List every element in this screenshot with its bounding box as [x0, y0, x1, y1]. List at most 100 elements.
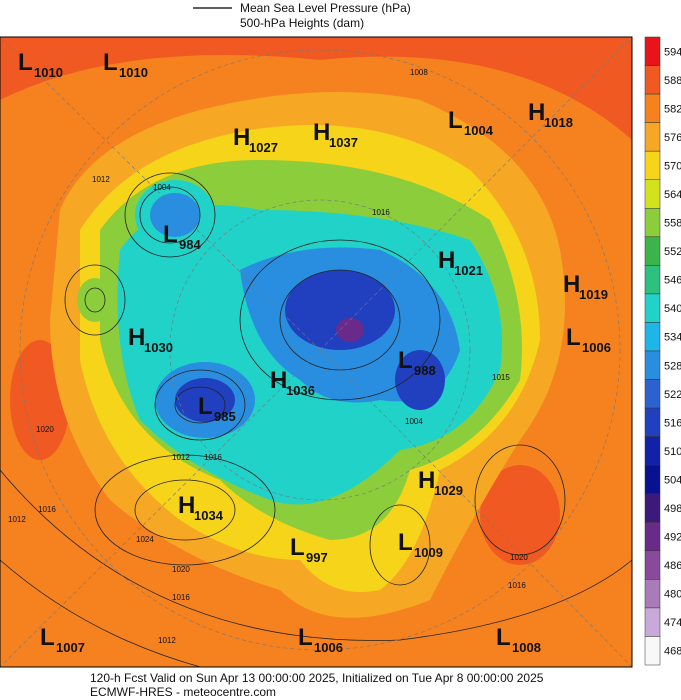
- colorbar-swatch: [644, 93, 661, 123]
- colorbar-label: 546: [664, 275, 681, 287]
- colorbar-label: 594: [664, 46, 681, 58]
- center-letter: H: [128, 324, 145, 351]
- center-letter: H: [178, 492, 195, 519]
- center-letter: H: [313, 119, 330, 146]
- contour-labels: 1008 1012 1004 1016 1015 1004 1012 1016 1020 1016…: [8, 68, 528, 645]
- colorbar: 594 588 582 576 570 564 558 552 546 540 534 528 522 5…: [644, 36, 681, 666]
- center-letter: L: [298, 624, 313, 651]
- colorbar-label: 492: [664, 532, 681, 544]
- colorbar-label: 558: [664, 218, 681, 230]
- colorbar-label: 516: [664, 417, 681, 429]
- contour-label: 1016: [204, 453, 222, 462]
- center-letter: L: [448, 107, 463, 134]
- colorbar-label: 540: [664, 303, 681, 315]
- colorbar-swatch: [644, 179, 661, 209]
- height-field: [0, 37, 632, 667]
- center-letter: H: [563, 271, 580, 298]
- colorbar-swatch: [644, 436, 661, 466]
- center-value: 1036: [286, 383, 315, 398]
- center-value: 1010: [34, 65, 63, 80]
- center-letter: L: [163, 221, 178, 248]
- colorbar-swatch: [644, 265, 661, 295]
- center-value: 1029: [434, 483, 463, 498]
- contour-label: 1020: [510, 553, 528, 562]
- colorbar-label: 498: [664, 503, 681, 515]
- contour-label: 1012: [158, 636, 176, 645]
- center-value: 985: [214, 409, 236, 424]
- contour-label: 1004: [153, 183, 171, 192]
- colorbar-label: 570: [664, 160, 681, 172]
- center-value: 1030: [144, 340, 173, 355]
- center-letter: H: [233, 124, 250, 151]
- map-frame: [0, 36, 633, 668]
- contour-label: 1012: [172, 453, 190, 462]
- colorbar-swatch: [644, 350, 661, 380]
- center-letter: L: [103, 49, 118, 76]
- colorbar-label: 474: [664, 617, 681, 629]
- center-value: 1004: [464, 123, 494, 138]
- colorbar-label: 576: [664, 132, 681, 144]
- colorbar-swatch: [644, 464, 661, 494]
- center-letter: L: [398, 347, 413, 374]
- colorbar-swatch: [644, 550, 661, 580]
- center-value: 1006: [314, 640, 343, 655]
- center-value: 988: [414, 363, 436, 378]
- colorbar-label: 480: [664, 589, 681, 601]
- colorbar-label: 582: [664, 103, 681, 115]
- center-value: 1021: [454, 263, 483, 278]
- center-value: 1008: [512, 640, 541, 655]
- contour-label: 1016: [372, 208, 390, 217]
- center-value: 1006: [582, 340, 611, 355]
- colorbar-swatch: [644, 322, 661, 352]
- legend-mslp: Mean Sea Level Pressure (hPa): [240, 1, 411, 15]
- center-letter: H: [528, 99, 545, 126]
- center-value: 1018: [544, 115, 573, 130]
- colorbar-label: 534: [664, 332, 681, 344]
- colorbar-swatch: [644, 522, 661, 552]
- colorbar-label: 468: [664, 646, 681, 658]
- contour-label: 1020: [36, 425, 54, 434]
- center-value: 1009: [414, 545, 443, 560]
- footer-line2: ECMWF-HRES - meteocentre.com: [90, 685, 276, 699]
- center-letter: L: [496, 624, 511, 651]
- center-letter: L: [198, 393, 213, 420]
- colorbar-swatch: [644, 65, 661, 95]
- colorbar-swatch: [644, 636, 661, 666]
- center-letter: H: [270, 367, 287, 394]
- center-value: 1007: [56, 640, 85, 655]
- contour-label: 1015: [492, 373, 510, 382]
- colorbar-label: 564: [664, 189, 681, 201]
- colorbar-swatch: [644, 607, 661, 637]
- colorbar-swatch: [644, 208, 661, 238]
- colorbar-swatch: [644, 236, 661, 266]
- center-letter: L: [18, 49, 33, 76]
- center-letter: H: [438, 247, 455, 274]
- colorbar-swatch: [644, 122, 661, 152]
- colorbar-swatch: [644, 150, 661, 180]
- center-letter: L: [566, 324, 581, 351]
- contour-label: 1020: [172, 565, 190, 574]
- colorbar-label: 504: [664, 474, 681, 486]
- center-letter: L: [40, 624, 55, 651]
- center-letter: L: [290, 534, 305, 561]
- contour-label: 1004: [405, 417, 423, 426]
- colorbar-swatch: [644, 293, 661, 323]
- contour-label: 1024: [136, 535, 154, 544]
- contour-label: 1008: [410, 68, 428, 77]
- colorbar-label: 528: [664, 360, 681, 372]
- footer-line1: 120-h Fcst Valid on Sun Apr 13 00:00:00 …: [90, 671, 544, 685]
- center-value: 1010: [119, 65, 148, 80]
- center-value: 1037: [329, 135, 358, 150]
- colorbar-label: 510: [664, 446, 681, 458]
- colorbar-swatch: [644, 493, 661, 523]
- colorbar-label: 588: [664, 75, 681, 87]
- contour-label: 1016: [508, 581, 526, 590]
- colorbar-label: 486: [664, 560, 681, 572]
- colorbar-swatch: [644, 407, 661, 437]
- center-value: 984: [179, 237, 201, 252]
- center-value: 1019: [579, 287, 608, 302]
- center-letter: L: [398, 529, 413, 556]
- legend-heights: 500-hPa Heights (dam): [240, 16, 364, 30]
